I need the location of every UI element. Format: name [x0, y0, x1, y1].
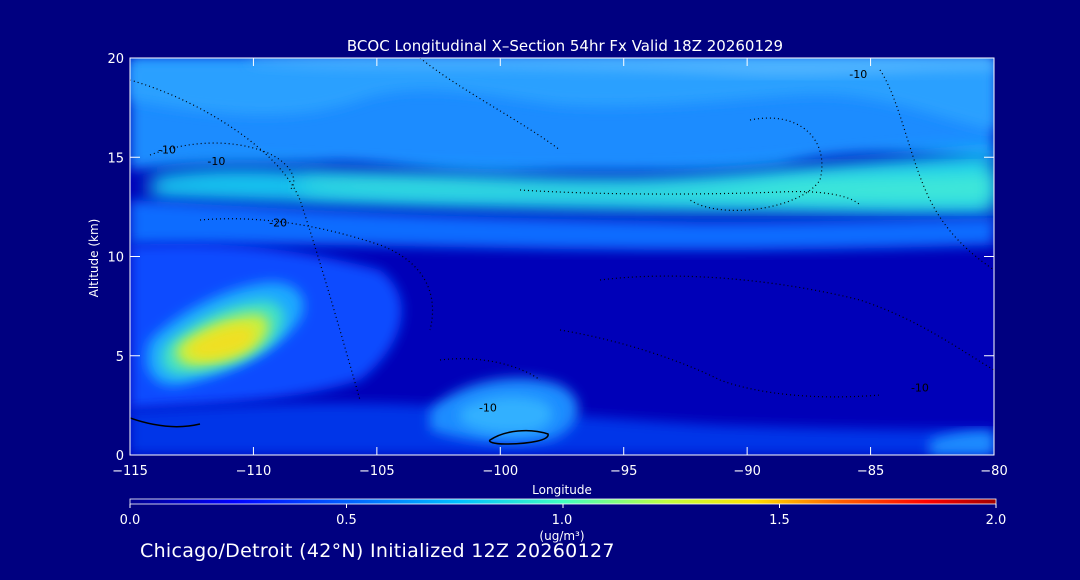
colorbar-tick-label: 2.0 — [986, 513, 1007, 528]
y-tick-label: 15 — [107, 151, 124, 166]
y-axis-label: Altitude (km) — [87, 219, 101, 298]
x-tick-label: −105 — [359, 464, 395, 479]
x-axis-ticks: −115 −110 −105 −100 −95 −90 −85 −80 — [112, 58, 1008, 479]
x-tick-label: −85 — [857, 464, 884, 479]
colorbar-tick-label: 0.5 — [336, 513, 357, 528]
x-tick-label: −80 — [980, 464, 1007, 479]
y-tick-label: 20 — [107, 52, 124, 67]
concentration-field — [130, 58, 994, 455]
chart-title: BCOC Longitudinal X–Section 54hr Fx Vali… — [347, 37, 783, 55]
colorbar-center-label: 1.0 — [552, 513, 573, 528]
colorbar-ticks: 0.0 0.5 1.5 2.0 — [120, 504, 1007, 528]
contour-labels: -10 -10 -20 -10 -10 -10 — [158, 68, 929, 414]
colorbar-units: (ug/m³) — [539, 529, 584, 543]
contour-label: -10 — [158, 143, 176, 156]
colorbar-tick-label: 1.5 — [769, 513, 790, 528]
y-tick-label: 0 — [116, 449, 124, 464]
x-tick-label: −90 — [733, 464, 760, 479]
colorbar-tick-label: 0.0 — [120, 513, 141, 528]
contour-label: -10 — [911, 381, 929, 394]
x-tick-label: −115 — [112, 464, 148, 479]
x-tick-label: −100 — [482, 464, 518, 479]
y-tick-label: 5 — [116, 350, 124, 365]
contour-label: -10 — [479, 401, 497, 414]
contour-label: -10 — [849, 68, 867, 81]
x-axis-label: Longitude — [532, 483, 592, 497]
x-tick-label: −110 — [236, 464, 272, 479]
y-axis-ticks: 0 5 10 15 20 — [107, 52, 994, 464]
contour-label: -20 — [269, 217, 287, 230]
colorbar — [129, 498, 997, 505]
contour-label: -10 — [207, 155, 225, 168]
x-tick-label: −95 — [610, 464, 637, 479]
y-tick-label: 10 — [107, 251, 124, 266]
footer-caption: Chicago/Detroit (42°N) Initialized 12Z 2… — [140, 540, 615, 562]
